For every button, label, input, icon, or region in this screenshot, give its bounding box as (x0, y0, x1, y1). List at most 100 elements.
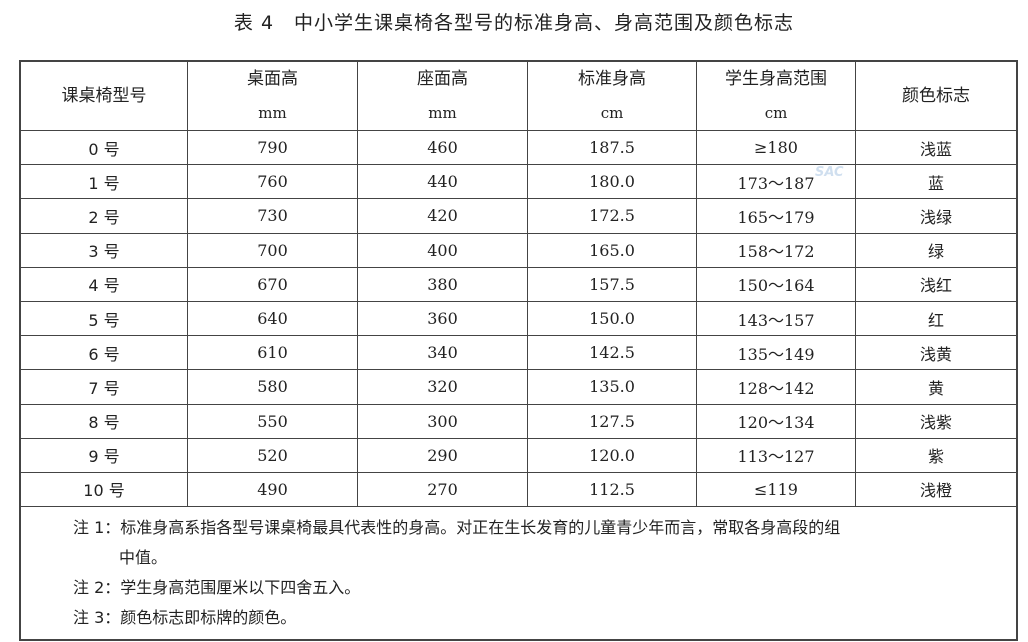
table-row: 8 号 550 300 127.5 120～134 浅紫 (19, 403, 1018, 439)
cell-standard-height: 172.5 (527, 198, 697, 234)
note-1-continued: 中值。 (119, 548, 168, 568)
notes-cell: 注 1：标准身高系指各型号课桌椅最具代表性的身高。对正在生长发育的儿童青少年而言… (19, 506, 1018, 641)
cell-seat-height: 340 (357, 335, 528, 371)
header-label: 课桌椅型号 (61, 86, 147, 106)
note-3: 注 3：颜色标志即标牌的颜色。 (73, 608, 297, 628)
cell-seat-height: 400 (357, 232, 528, 268)
cell-desk-height: 520 (187, 437, 358, 473)
cell-color: 红 (855, 300, 1018, 337)
cell-model: 2 号 (19, 198, 188, 234)
cell-standard-height: 135.0 (527, 369, 697, 405)
header-standard-height: 标准身高 cm (527, 60, 697, 131)
cell-color: 蓝 (855, 164, 1018, 200)
cell-seat-height: 300 (357, 403, 528, 439)
cell-height-range: 143～157 (696, 300, 856, 337)
cell-desk-height: 640 (187, 300, 358, 337)
table-row: 9 号 520 290 120.0 113～127 紫 (19, 437, 1018, 473)
cell-height-range: 173～187 (696, 164, 856, 200)
header-label: 学生身高范围 (725, 69, 827, 89)
cell-model: 6 号 (19, 335, 188, 371)
cell-seat-height: 460 (357, 129, 528, 166)
header-color: 颜色标志 (855, 60, 1018, 131)
header-unit: cm (764, 104, 788, 122)
table-row: 4 号 670 380 157.5 150～164 浅红 (19, 266, 1018, 302)
cell-standard-height: 180.0 (527, 164, 697, 200)
cell-standard-height: 187.5 (527, 129, 697, 166)
cell-seat-height: 420 (357, 198, 528, 234)
cell-model: 7 号 (19, 369, 188, 405)
cell-color: 浅黄 (855, 335, 1018, 371)
cell-desk-height: 730 (187, 198, 358, 234)
note-2: 注 2：学生身高范围厘米以下四舍五入。 (73, 578, 361, 598)
cell-standard-height: 127.5 (527, 403, 697, 439)
cell-desk-height: 610 (187, 335, 358, 371)
cell-model: 8 号 (19, 403, 188, 439)
cell-standard-height: 150.0 (527, 300, 697, 337)
header-model: 课桌椅型号 (19, 60, 188, 131)
header-unit: cm (600, 104, 624, 122)
cell-desk-height: 670 (187, 266, 358, 302)
cell-color: 浅紫 (855, 403, 1018, 439)
cell-height-range: 158～172 (696, 232, 856, 268)
header-row: 课桌椅型号 桌面高 mm 座面高 mm 标准身高 cm 学生身高范围 cm 颜色标志 (19, 60, 1018, 131)
table-title: 表 4 中小学生课桌椅各型号的标准身高、身高范围及颜色标志 (233, 12, 795, 34)
cell-model: 1 号 (19, 164, 188, 200)
cell-height-range: 135～149 (696, 335, 856, 371)
table-row: 0 号 790 460 187.5 ≥180 浅蓝 (19, 129, 1018, 166)
cell-color: 浅蓝 (855, 129, 1018, 166)
cell-model: 9 号 (19, 437, 188, 473)
header-label: 座面高 (417, 69, 468, 89)
cell-desk-height: 760 (187, 164, 358, 200)
cell-model: 4 号 (19, 266, 188, 302)
header-label: 桌面高 (247, 69, 298, 89)
table-row: 7 号 580 320 135.0 128～142 黄 (19, 369, 1018, 405)
cell-color: 浅红 (855, 266, 1018, 302)
cell-standard-height: 142.5 (527, 335, 697, 371)
cell-model: 3 号 (19, 232, 188, 268)
cell-model: 10 号 (19, 471, 188, 508)
header-label: 标准身高 (578, 69, 646, 89)
cell-seat-height: 320 (357, 369, 528, 405)
header-unit: mm (258, 104, 287, 122)
table-row: 2 号 730 420 172.5 165～179 浅绿 (19, 198, 1018, 234)
table-row: 1 号 760 440 180.0 173～187 蓝 (19, 164, 1018, 200)
cell-desk-height: 550 (187, 403, 358, 439)
cell-standard-height: 165.0 (527, 232, 697, 268)
cell-model: 5 号 (19, 300, 188, 337)
cell-seat-height: 380 (357, 266, 528, 302)
header-height-range: 学生身高范围 cm (696, 60, 856, 131)
cell-height-range: 150～164 (696, 266, 856, 302)
cell-height-range: 128～142 (696, 369, 856, 405)
header-desk-height: 桌面高 mm (187, 60, 358, 131)
table-row: 6 号 610 340 142.5 135～149 浅黄 (19, 335, 1018, 371)
cell-desk-height: 700 (187, 232, 358, 268)
cell-height-range: 120～134 (696, 403, 856, 439)
cell-model: 0 号 (19, 129, 188, 166)
cell-height-range: ≥180 (696, 129, 856, 166)
cell-desk-height: 490 (187, 471, 358, 508)
cell-height-range: ≤119 (696, 471, 856, 508)
cell-standard-height: 157.5 (527, 266, 697, 302)
cell-standard-height: 120.0 (527, 437, 697, 473)
cell-color: 浅橙 (855, 471, 1018, 508)
cell-seat-height: 270 (357, 471, 528, 508)
cell-desk-height: 790 (187, 129, 358, 166)
cell-standard-height: 112.5 (527, 471, 697, 508)
header-seat-height: 座面高 mm (357, 60, 528, 131)
cell-color: 浅绿 (855, 198, 1018, 234)
header-unit: mm (428, 104, 457, 122)
note-1: 注 1：标准身高系指各型号课桌椅最具代表性的身高。对正在生长发育的儿童青少年而言… (73, 518, 841, 538)
table-row: 3 号 700 400 165.0 158～172 绿 (19, 232, 1018, 268)
table-row: 10 号 490 270 112.5 ≤119 浅橙 (19, 471, 1018, 508)
cell-color: 紫 (855, 437, 1018, 473)
header-label: 颜色标志 (902, 86, 970, 106)
cell-seat-height: 290 (357, 437, 528, 473)
cell-height-range: 113～127 (696, 437, 856, 473)
cell-color: 黄 (855, 369, 1018, 405)
cell-seat-height: 440 (357, 164, 528, 200)
cell-height-range: 165～179 (696, 198, 856, 234)
cell-seat-height: 360 (357, 300, 528, 337)
cell-desk-height: 580 (187, 369, 358, 405)
cell-color: 绿 (855, 232, 1018, 268)
table-row: 5 号 640 360 150.0 143～157 红 (19, 300, 1018, 337)
